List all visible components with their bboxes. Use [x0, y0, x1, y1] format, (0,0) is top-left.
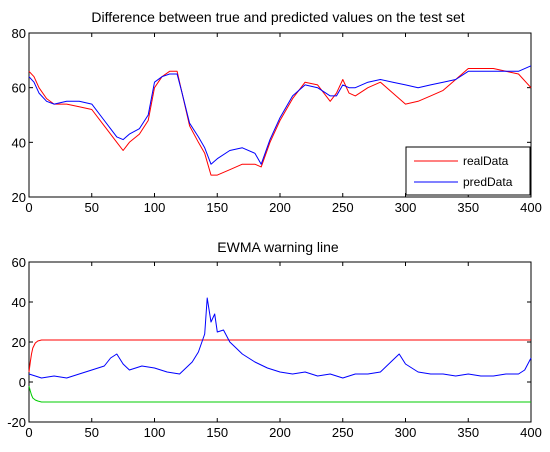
series-line-realdata: [28, 68, 532, 176]
chart-title: Difference between true and predicted va…: [91, 9, 464, 25]
y-tick-label: 40: [12, 295, 26, 310]
plot-area: [28, 261, 532, 423]
x-tick-label: 200: [269, 425, 291, 440]
x-tick-label: 50: [85, 200, 99, 215]
x-tick-label: 350: [457, 425, 479, 440]
x-tick-label: 50: [85, 425, 99, 440]
x-tick-label: 400: [520, 425, 542, 440]
y-tick-label: 0: [19, 375, 26, 390]
series-line-1: [28, 385, 531, 403]
x-tick-label: 250: [332, 425, 354, 440]
x-tick-label: 100: [144, 200, 166, 215]
legend: realData predData: [405, 146, 531, 196]
top-chart: Difference between true and predicted va…: [12, 9, 542, 215]
x-tick-label: 350: [457, 200, 479, 215]
x-tick-label: 300: [395, 200, 417, 215]
series-line-preddata: [28, 65, 532, 165]
x-tick-label: 0: [25, 200, 32, 215]
y-tick-label: 60: [12, 255, 26, 270]
y-tick-label: -20: [7, 415, 26, 430]
x-tick-label: 400: [520, 200, 542, 215]
x-tick-label: 200: [269, 200, 291, 215]
bottom-chart: EWMA warning line 0 50 100 150 200 250 300 350 4…: [7, 239, 542, 440]
x-tick-label: 150: [206, 200, 228, 215]
y-tick-label: 60: [12, 81, 26, 96]
series-line-0: [28, 339, 531, 373]
y-tick-label: 20: [12, 190, 26, 205]
legend-box: [405, 146, 531, 196]
x-tick-label: 100: [144, 425, 166, 440]
x-tick-label: 300: [395, 425, 417, 440]
y-tick-label: 80: [12, 26, 26, 41]
x-tick-label: 250: [332, 200, 354, 215]
y-tick-label: 40: [12, 135, 26, 150]
chart-title: EWMA warning line: [217, 239, 339, 255]
series-line-2: [28, 297, 532, 379]
legend-label: predData: [463, 175, 513, 189]
y-tick-label: 20: [12, 335, 26, 350]
x-tick-label: 0: [25, 425, 32, 440]
legend-label: realData: [463, 154, 509, 168]
x-tick-label: 150: [206, 425, 228, 440]
